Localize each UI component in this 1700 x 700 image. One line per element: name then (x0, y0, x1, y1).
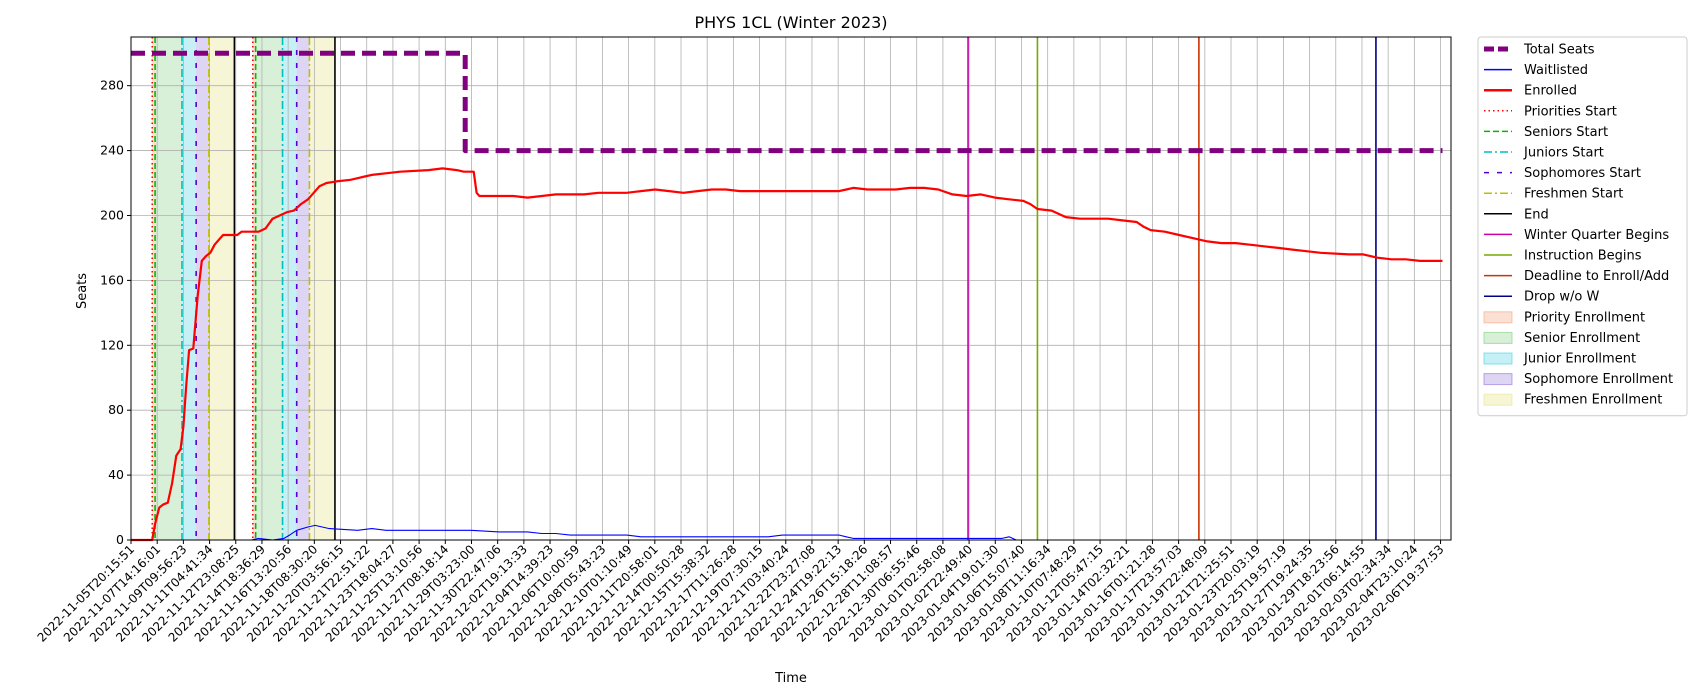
legend-label: Senior Enrollment (1524, 331, 1640, 346)
shaded-region (252, 37, 256, 540)
shaded-region (208, 37, 235, 540)
chart-title: PHYS 1CL (Winter 2023) (694, 13, 887, 32)
legend-swatch (1483, 373, 1513, 386)
y-tick-label: 240 (100, 143, 124, 158)
shaded-region (282, 37, 297, 540)
y-tick-label: 200 (100, 207, 124, 222)
y-tick-label: 280 (100, 78, 124, 93)
legend-label: Enrolled (1524, 84, 1577, 99)
shaded-region (181, 37, 197, 540)
legend-label: Deadline to Enroll/Add (1524, 269, 1669, 284)
series-line (131, 167, 1443, 542)
y-tick-label: 160 (100, 272, 124, 287)
legend-swatch (1483, 331, 1513, 344)
shaded-region (296, 37, 310, 540)
shaded-region (309, 37, 335, 540)
shaded-region (255, 37, 283, 540)
plot-area: 040801201602002402802022-11-05T20:15:512… (35, 36, 1452, 645)
shaded-region (196, 37, 209, 540)
legend-label: Waitlisted (1524, 63, 1588, 78)
legend-label: Seniors Start (1524, 125, 1608, 140)
legend: Total Seats Waitlisted Enrolled Priorities … (1477, 36, 1688, 417)
legend-label: Drop w/o W (1524, 290, 1600, 305)
legend-swatch (1483, 311, 1513, 324)
legend-label: Juniors Start (1523, 146, 1604, 161)
legend-label: Priorities Start (1524, 104, 1617, 119)
legend-label: Freshmen Start (1524, 187, 1623, 202)
shaded-region (155, 37, 182, 540)
legend-label: End (1524, 207, 1549, 222)
legend-label: Priority Enrollment (1524, 310, 1645, 325)
y-tick-label: 40 (108, 467, 124, 482)
legend-label: Junior Enrollment (1523, 352, 1636, 367)
legend-label: Sophomore Enrollment (1524, 372, 1673, 387)
legend-label: Freshmen Enrollment (1524, 393, 1662, 408)
y-axis-label: Seats (75, 273, 90, 309)
legend-label: Winter Quarter Begins (1524, 228, 1669, 243)
plot-frame (130, 36, 1452, 541)
y-tick-label: 120 (100, 337, 124, 352)
legend-swatch (1483, 393, 1513, 406)
legend-box (1477, 36, 1688, 417)
legend-label: Sophomores Start (1524, 166, 1641, 181)
legend-swatch (1483, 352, 1513, 365)
series-line (131, 50, 1443, 154)
legend-label: Total Seats (1523, 43, 1595, 58)
x-axis-label: Time (774, 671, 807, 686)
legend-label: Instruction Begins (1524, 249, 1642, 264)
shaded-region (152, 37, 156, 540)
series-line (131, 524, 1443, 541)
y-tick-label: 80 (108, 402, 124, 417)
y-tick-label: 0 (116, 532, 124, 547)
